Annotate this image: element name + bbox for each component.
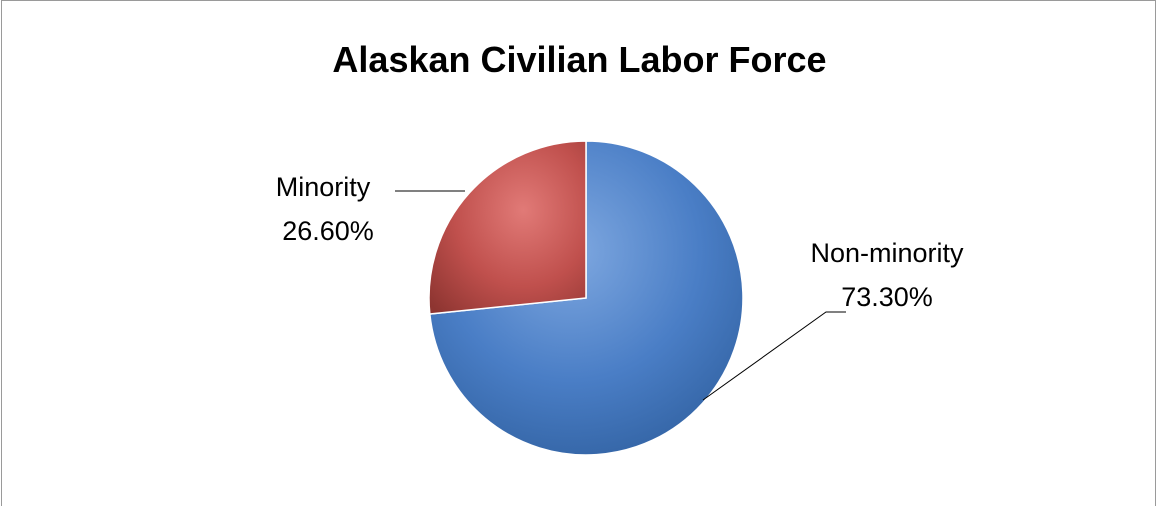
pie-slice-minority bbox=[428, 140, 587, 315]
chart-title: Alaskan Civilian Labor Force bbox=[332, 39, 827, 80]
leader-line bbox=[702, 311, 846, 401]
data-label-value: 73.30% bbox=[841, 282, 933, 312]
data-label-name: Non-minority bbox=[810, 238, 964, 268]
data-label-value: 26.60% bbox=[282, 216, 374, 246]
data-label-name: Minority bbox=[276, 172, 371, 202]
